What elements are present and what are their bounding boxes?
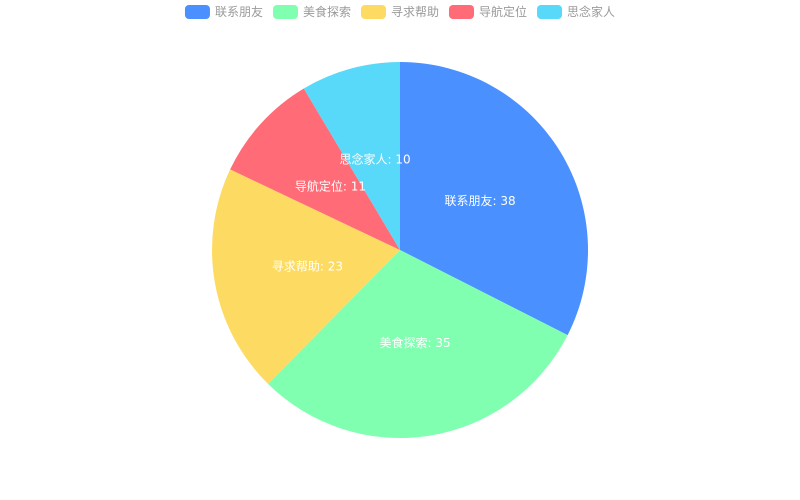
legend-label-3: 寻求帮助 [391, 5, 439, 19]
legend-label-1: 联系朋友 [215, 5, 263, 19]
slice-label-1: 联系朋友: 38 [445, 194, 516, 208]
pie-slice-4[interactable] [230, 88, 400, 250]
pie-slice-2[interactable] [267, 250, 568, 438]
pie-slice-5[interactable] [303, 62, 400, 250]
legend-label-5: 思念家人 [567, 4, 615, 19]
legend-swatch-1 [184, 5, 210, 19]
legend-label-2: 美食探索 [303, 4, 351, 19]
slice-label-5: 思念家人: 10 [339, 151, 410, 166]
slice-labels: 联系朋友: 38 美食探索: 35 寻求帮助: 23 导航定位: 11 思念家人: 10 [272, 151, 516, 349]
legend-swatch-4 [449, 5, 475, 19]
pie-slice-3[interactable] [211, 169, 400, 384]
slice-label-2: 美食探索: 35 [380, 335, 451, 350]
legend-swatch-5 [537, 5, 563, 19]
slice-label-3: 寻求帮助: 23 [272, 259, 343, 273]
legend-item-1[interactable]: 联系朋友 [184, 5, 263, 19]
legend-label-4: 导航定位 [479, 4, 527, 19]
pie-slices [211, 62, 588, 438]
legend-item-4[interactable]: 导航定位 [449, 4, 527, 19]
legend-item-5[interactable]: 思念家人 [537, 4, 615, 19]
legend-item-2[interactable]: 美食探索 [272, 4, 351, 19]
legend-swatch-3 [360, 5, 386, 19]
slice-label-4: 导航定位: 11 [295, 179, 366, 194]
legend-swatch-2 [272, 5, 298, 19]
pie-slice-1[interactable] [400, 62, 588, 336]
legend-item-3[interactable]: 寻求帮助 [360, 5, 439, 19]
chart-legend: 联系朋友 美食探索 寻求帮助 导航定位 思念家人 [184, 4, 615, 19]
